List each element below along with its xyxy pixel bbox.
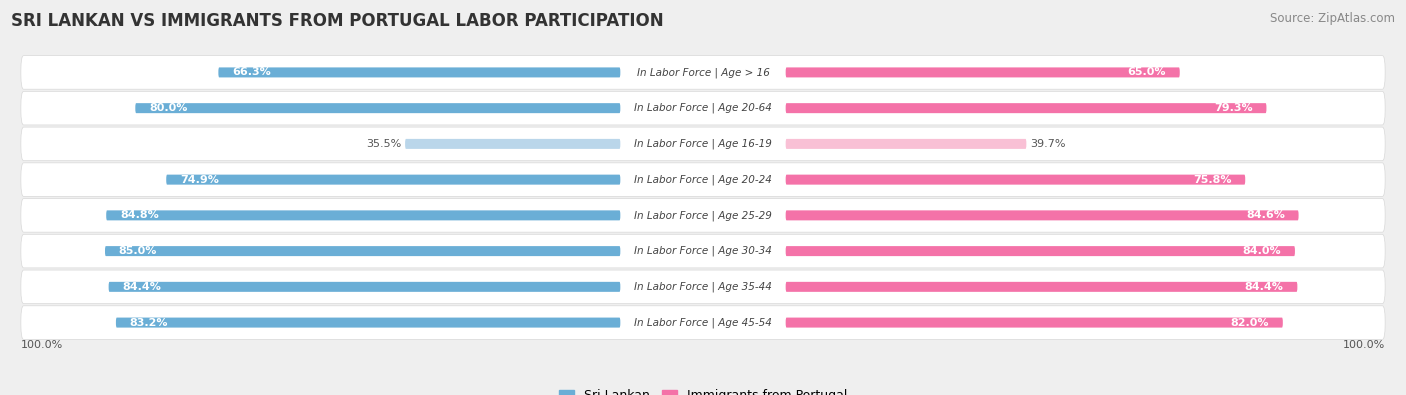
Text: 100.0%: 100.0% [1343, 340, 1385, 350]
Text: 84.8%: 84.8% [120, 211, 159, 220]
FancyBboxPatch shape [786, 68, 1180, 77]
Text: 100.0%: 100.0% [21, 340, 63, 350]
FancyBboxPatch shape [115, 318, 620, 327]
Text: 84.6%: 84.6% [1246, 211, 1285, 220]
Text: 82.0%: 82.0% [1230, 318, 1270, 327]
Text: 85.0%: 85.0% [118, 246, 157, 256]
Text: In Labor Force | Age 25-29: In Labor Force | Age 25-29 [634, 210, 772, 221]
Text: 74.9%: 74.9% [180, 175, 219, 184]
FancyBboxPatch shape [21, 234, 1385, 268]
FancyBboxPatch shape [21, 56, 1385, 89]
Text: 39.7%: 39.7% [1029, 139, 1066, 149]
FancyBboxPatch shape [786, 139, 1026, 149]
Text: 83.2%: 83.2% [129, 318, 169, 327]
Text: Source: ZipAtlas.com: Source: ZipAtlas.com [1270, 12, 1395, 25]
Text: In Labor Force | Age 30-34: In Labor Force | Age 30-34 [634, 246, 772, 256]
FancyBboxPatch shape [166, 175, 620, 184]
FancyBboxPatch shape [218, 68, 620, 77]
Text: In Labor Force | Age 20-24: In Labor Force | Age 20-24 [634, 174, 772, 185]
FancyBboxPatch shape [786, 282, 1298, 292]
FancyBboxPatch shape [786, 175, 1246, 184]
FancyBboxPatch shape [405, 139, 620, 149]
FancyBboxPatch shape [21, 199, 1385, 232]
FancyBboxPatch shape [108, 282, 620, 292]
Text: 84.4%: 84.4% [122, 282, 162, 292]
Text: In Labor Force | Age 20-64: In Labor Force | Age 20-64 [634, 103, 772, 113]
FancyBboxPatch shape [21, 163, 1385, 196]
FancyBboxPatch shape [135, 103, 620, 113]
Text: SRI LANKAN VS IMMIGRANTS FROM PORTUGAL LABOR PARTICIPATION: SRI LANKAN VS IMMIGRANTS FROM PORTUGAL L… [11, 12, 664, 30]
FancyBboxPatch shape [786, 246, 1295, 256]
FancyBboxPatch shape [107, 211, 620, 220]
Text: 35.5%: 35.5% [367, 139, 402, 149]
FancyBboxPatch shape [786, 103, 1267, 113]
Text: In Labor Force | Age > 16: In Labor Force | Age > 16 [637, 67, 769, 78]
FancyBboxPatch shape [786, 318, 1282, 327]
Text: 65.0%: 65.0% [1128, 68, 1166, 77]
Text: In Labor Force | Age 45-54: In Labor Force | Age 45-54 [634, 317, 772, 328]
FancyBboxPatch shape [105, 246, 620, 256]
Text: 84.0%: 84.0% [1243, 246, 1281, 256]
FancyBboxPatch shape [21, 306, 1385, 339]
FancyBboxPatch shape [786, 211, 1299, 220]
Text: 75.8%: 75.8% [1192, 175, 1232, 184]
Text: In Labor Force | Age 35-44: In Labor Force | Age 35-44 [634, 282, 772, 292]
FancyBboxPatch shape [21, 91, 1385, 125]
Text: In Labor Force | Age 16-19: In Labor Force | Age 16-19 [634, 139, 772, 149]
Legend: Sri Lankan, Immigrants from Portugal: Sri Lankan, Immigrants from Portugal [554, 384, 852, 395]
Text: 84.4%: 84.4% [1244, 282, 1284, 292]
Text: 79.3%: 79.3% [1213, 103, 1253, 113]
Text: 80.0%: 80.0% [149, 103, 187, 113]
Text: 66.3%: 66.3% [232, 68, 271, 77]
FancyBboxPatch shape [21, 127, 1385, 161]
FancyBboxPatch shape [21, 270, 1385, 304]
